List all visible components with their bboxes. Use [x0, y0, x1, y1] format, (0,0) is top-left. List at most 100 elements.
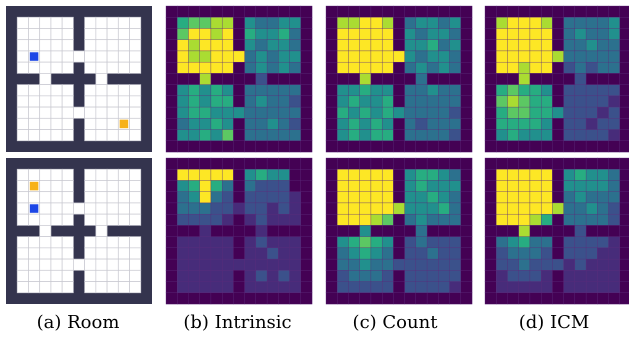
- heatmap-cell: [337, 247, 349, 260]
- heatmap-cell: [404, 191, 417, 204]
- heatmap-cell: [188, 129, 200, 142]
- heatmap-cell: [438, 202, 450, 215]
- heatmap-cell: [210, 50, 223, 63]
- heatmap-cell: [507, 169, 519, 181]
- heatmap-cell: [221, 17, 234, 29]
- heatmap-cell: [518, 84, 531, 97]
- floor-cell: [84, 61, 97, 74]
- floor-cell: [84, 95, 97, 108]
- heatmap-cell: [507, 140, 519, 153]
- heatmap-cell: [210, 17, 223, 29]
- heatmap-cell: [255, 270, 268, 282]
- heatmap-cell: [266, 225, 279, 237]
- floor-cell: [129, 213, 142, 226]
- heatmap-cell: [619, 140, 629, 153]
- heatmap-cell: [597, 281, 609, 294]
- heatmap-cell: [381, 281, 394, 294]
- heatmap-cell: [415, 225, 428, 237]
- heatmap-cell: [221, 5, 234, 18]
- heatmap-cell: [177, 236, 189, 249]
- heatmap-cell: [165, 140, 178, 153]
- heatmap-cell: [393, 17, 405, 29]
- heatmap-cell: [188, 258, 200, 271]
- heatmap-cell: [393, 258, 405, 271]
- floor-cell: [84, 269, 97, 282]
- heatmap-cell: [460, 270, 473, 282]
- heatmap-cell: [221, 50, 234, 63]
- heatmap-cell: [165, 169, 178, 181]
- heatmap-cell: [233, 270, 245, 282]
- heatmap-cell: [244, 95, 257, 108]
- heatmap-cell: [460, 5, 473, 18]
- floor-cell: [16, 180, 29, 193]
- heatmap-cell: [289, 5, 302, 18]
- heatmap-cell: [337, 129, 349, 142]
- heatmap-cell: [381, 39, 394, 52]
- heatmap-cell: [449, 73, 462, 85]
- heatmap-cell: [540, 39, 553, 52]
- heatmap-cell: [210, 180, 223, 192]
- heatmap-cell: [289, 28, 302, 40]
- heatmap-cell: [300, 191, 313, 204]
- heatmap-cell: [370, 281, 383, 294]
- heatmap-cell: [415, 270, 428, 282]
- heatmap-cell: [585, 61, 598, 74]
- floor-cell: [129, 84, 142, 97]
- heatmap-cell: [244, 281, 257, 294]
- heatmap-cell: [585, 118, 598, 130]
- heatmap-cell: [233, 292, 245, 305]
- heatmap-cell: [540, 118, 553, 130]
- heatmap-cell: [337, 292, 349, 305]
- heatmap-cell: [278, 292, 290, 305]
- heatmap-cell: [574, 213, 587, 226]
- heatmap-cell: [552, 5, 564, 18]
- floor-cell: [28, 213, 41, 226]
- heatmap-cell: [415, 95, 428, 108]
- heatmap-cell: [460, 157, 473, 170]
- floor-cell: [129, 61, 142, 74]
- heatmap-cell: [300, 106, 313, 119]
- floor-cell: [16, 281, 29, 294]
- heatmap-cell: [574, 73, 587, 85]
- heatmap-cell: [221, 39, 234, 52]
- floor-cell: [50, 168, 63, 181]
- heatmap-cell: [518, 61, 531, 74]
- heatmap-cell: [415, 258, 428, 271]
- heatmap-cell: [460, 169, 473, 181]
- heatmap-cell: [585, 258, 598, 271]
- floor-cell: [61, 39, 74, 52]
- heatmap-cell: [370, 73, 383, 85]
- heatmap-cell: [574, 140, 587, 153]
- heatmap-cell: [540, 270, 553, 282]
- heatmap-cell: [278, 106, 290, 119]
- heatmap-cell: [381, 270, 394, 282]
- floor-cell: [84, 106, 97, 119]
- heatmap-cell: [199, 225, 212, 237]
- heatmap-cell: [233, 5, 245, 18]
- heatmap-cell: [289, 95, 302, 108]
- heatmap-cell: [278, 17, 290, 29]
- floor-cell: [39, 236, 52, 249]
- heatmap-cell: [177, 191, 189, 204]
- heatmap-cell: [177, 157, 189, 170]
- heatmap-cell: [608, 281, 621, 294]
- heatmap-cell: [289, 39, 302, 52]
- floor-cell: [39, 191, 52, 204]
- heatmap-cell: [300, 129, 313, 142]
- heatmap-cell: [563, 84, 576, 97]
- heatmap-cell: [393, 270, 405, 282]
- heatmap-cell: [337, 169, 349, 181]
- heatmap-cell: [449, 225, 462, 237]
- heatmap-cell: [449, 129, 462, 142]
- heatmap-cell: [585, 191, 598, 204]
- floor-cell: [50, 213, 63, 226]
- heatmap-cell: [496, 84, 508, 97]
- heatmap-cell: [233, 118, 245, 130]
- heatmap-cell: [325, 95, 338, 108]
- heatmap-cell: [438, 225, 450, 237]
- heatmap-cell: [348, 129, 360, 142]
- heatmap-cell: [325, 281, 338, 294]
- floor-cell: [106, 61, 119, 74]
- heatmap-cell: [619, 247, 629, 260]
- heatmap-cell: [393, 191, 405, 204]
